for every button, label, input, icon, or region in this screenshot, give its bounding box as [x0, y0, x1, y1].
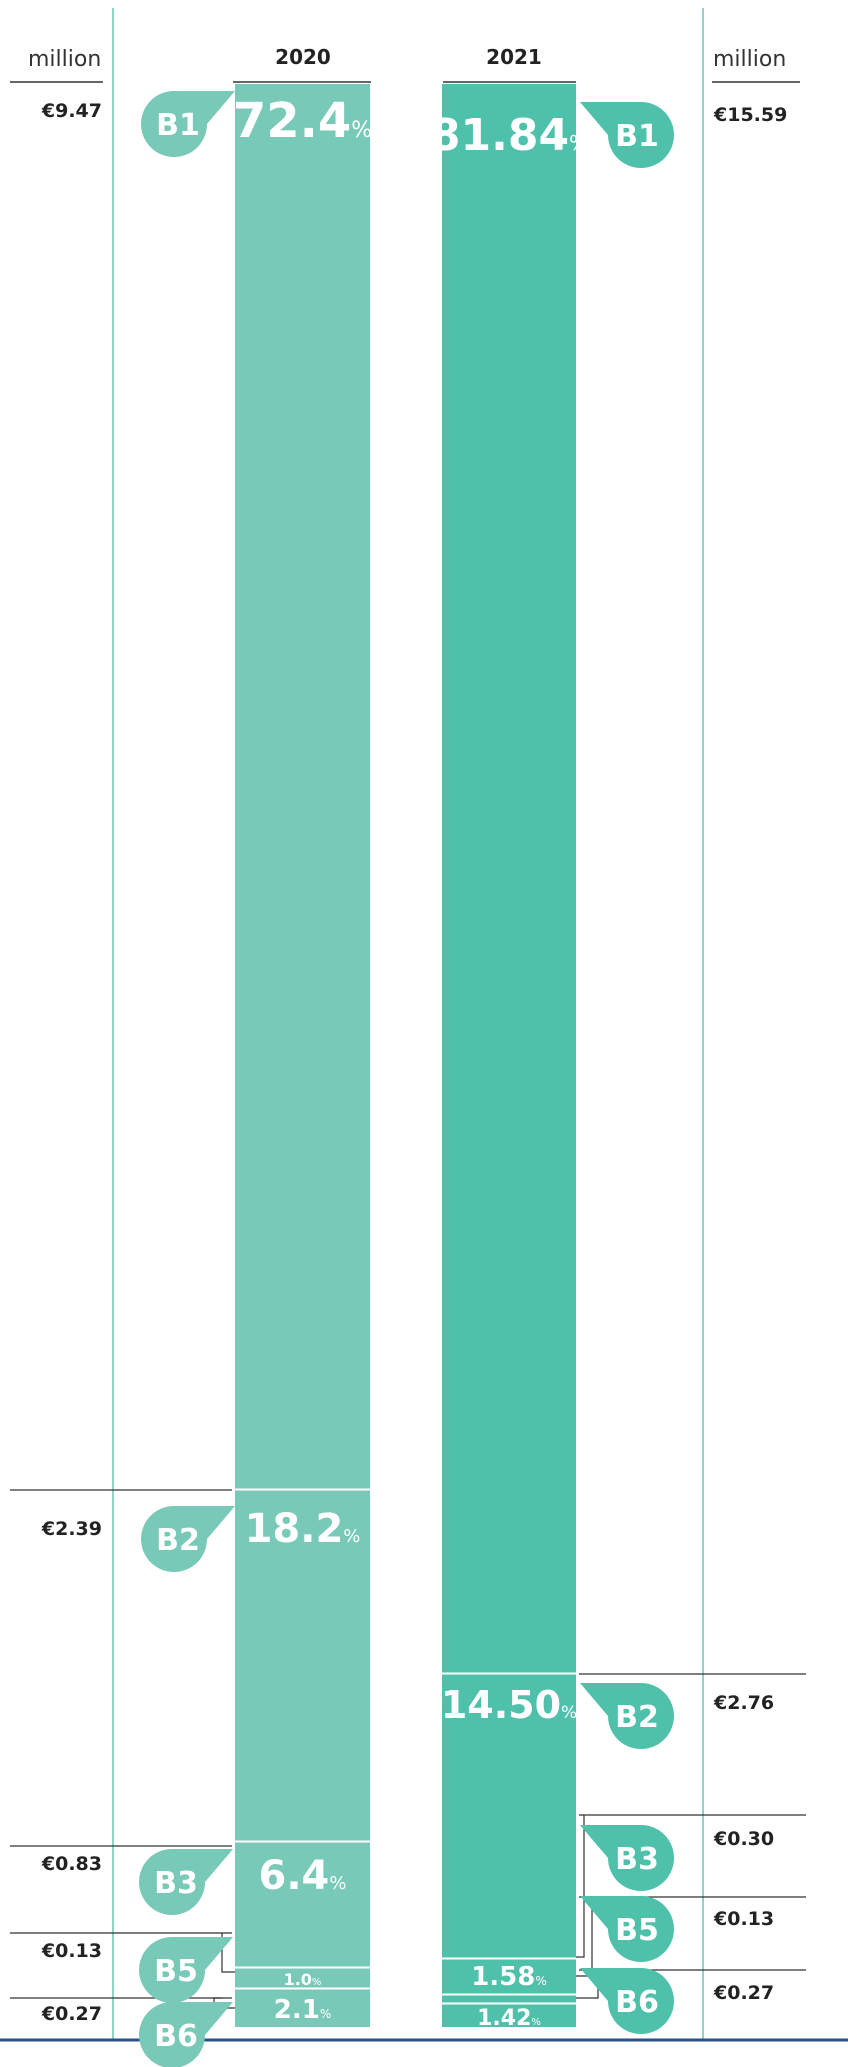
b1-2021-badge: [580, 102, 674, 168]
bar-2021-b6: [442, 1995, 576, 2027]
b5-2021-badge: [580, 1896, 674, 1962]
unit-label-right: million: [713, 47, 786, 72]
pct-2021-b2-value: 14.50: [441, 1683, 561, 1727]
pct-2021-b1: 81.84%: [430, 110, 588, 161]
amount-2020-b5: €0.13: [41, 1940, 102, 1962]
unit-label-left: million: [28, 47, 101, 72]
bar-2021-b2: [442, 1674, 576, 1958]
pct-2021-b1-value: 81.84: [430, 110, 569, 161]
pct-2021-b5-percent-sign: %: [535, 1974, 546, 1988]
pct-2021-b6: 1.42%: [477, 2006, 541, 2031]
chart-marks: 72.4%18.2%6.4%1.0%2.1%81.84%14.50%1.58%1…: [10, 84, 806, 2067]
b2-2020-badge-label: B2: [156, 1523, 200, 1558]
pct-2020-b6-percent-sign: %: [320, 2007, 331, 2021]
pct-2020-b1-value: 72.4: [233, 93, 351, 149]
pct-2021-b6-percent-sign: %: [531, 2017, 541, 2028]
pct-2020-b3-percent-sign: %: [329, 1873, 346, 1894]
b2-2021-badge: [580, 1683, 674, 1749]
b6-2020-badge-label: B6: [154, 2019, 198, 2054]
pct-2020-b6-value: 2.1: [274, 1995, 320, 2025]
amount-2021-b1: €15.59: [713, 104, 787, 126]
b3-2020-badge-label: B3: [154, 1866, 198, 1901]
b2-2020-badge: [141, 1506, 235, 1572]
b5-2020-badge: [139, 1937, 233, 2003]
amount-2021-b3: €0.30: [713, 1828, 774, 1850]
amount-2021-b2: €2.76: [713, 1692, 774, 1714]
b1-2020-badge: [141, 91, 235, 157]
b1-2021-badge-label: B1: [615, 119, 659, 154]
pct-2020-b3-value: 6.4: [259, 1853, 330, 1899]
amount-2021-b6: €0.27: [713, 1982, 774, 2004]
amount-2021-b5: €0.13: [713, 1908, 774, 1930]
year-label-2020: 2020: [275, 45, 331, 69]
pct-2020-b5: 1.0%: [284, 1970, 322, 1989]
pct-2020-b5-percent-sign: %: [312, 1977, 322, 1988]
pct-2021-b2-percent-sign: %: [561, 1703, 577, 1723]
amount-2020-b6: €0.27: [41, 2003, 102, 2025]
b3-2021-badge-label: B3: [615, 1842, 659, 1877]
bar-2020-b1: [235, 84, 370, 1489]
pct-2021-b6-value: 1.42: [477, 2006, 531, 2031]
b6-2021-badge: [580, 1968, 674, 2034]
bar-2021-b5: [442, 1959, 576, 1994]
b3-2020-badge: [139, 1849, 233, 1915]
pct-2020-b5-value: 1.0: [284, 1970, 312, 1989]
b6-2020-badge: [139, 2002, 233, 2067]
year-label-2021: 2021: [486, 45, 542, 69]
bar-2021-b1: [442, 84, 576, 1673]
b2-2021-badge-label: B2: [615, 1700, 659, 1735]
pct-2021-b2: 14.50%: [441, 1683, 577, 1727]
bar-2020-b3: [235, 1842, 370, 1967]
amount-2020-b1: €9.47: [41, 100, 102, 122]
bar-2020-b6: [235, 1989, 370, 2027]
b6-2021-badge-label: B6: [615, 1985, 659, 2020]
bar-2020-b5: [235, 1968, 370, 1988]
amount-2020-b3: €0.83: [41, 1853, 102, 1875]
pct-2021-b1-percent-sign: %: [569, 131, 588, 155]
pct-2020-b1: 72.4%: [233, 93, 372, 149]
b5-2020-badge-label: B5: [154, 1954, 198, 1989]
pct-2020-b1-percent-sign: %: [351, 118, 372, 143]
connector-2021-b3: [576, 1815, 585, 1958]
pct-2021-b5-value: 1.58: [471, 1962, 535, 1992]
pct-2020-b6: 2.1%: [274, 1995, 331, 2025]
b3-2021-badge: [580, 1825, 674, 1891]
b1-2020-badge-label: B1: [156, 108, 200, 143]
b5-2021-badge-label: B5: [615, 1913, 659, 1948]
pct-2020-b2: 18.2%: [245, 1506, 361, 1552]
amount-2020-b2: €2.39: [41, 1518, 102, 1540]
pct-2020-b2-percent-sign: %: [343, 1526, 360, 1547]
pct-2020-b3: 6.4%: [259, 1853, 347, 1899]
pct-2020-b2-value: 18.2: [245, 1506, 344, 1552]
bar-2020-b2: [235, 1490, 370, 1841]
pct-2021-b5: 1.58%: [471, 1962, 547, 1992]
